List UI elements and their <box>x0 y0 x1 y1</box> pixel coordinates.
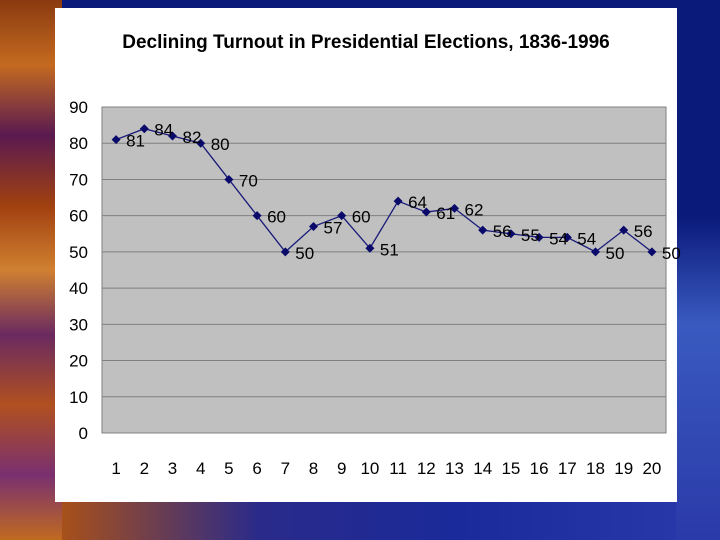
data-point-marker <box>562 232 572 242</box>
data-label: 62 <box>465 200 484 219</box>
data-label: 51 <box>380 240 399 259</box>
data-point-marker <box>365 243 375 253</box>
data-label: 84 <box>154 121 173 140</box>
data-point-marker <box>111 135 121 145</box>
x-tick-label: 3 <box>168 459 177 478</box>
data-point-marker <box>647 247 657 257</box>
data-point-marker <box>506 229 516 239</box>
data-label: 50 <box>606 244 625 263</box>
data-label: 55 <box>521 226 540 245</box>
data-point-marker <box>224 174 234 184</box>
y-tick-label: 20 <box>69 352 88 371</box>
gridlines <box>102 142 666 398</box>
data-label: 50 <box>662 244 681 263</box>
data-point-marker <box>421 207 431 217</box>
y-tick-label: 10 <box>69 388 88 407</box>
x-axis-ticks: 1 2 3 4 5 6 7 8 9 10 11 12 13 14 15 16 17 18 19 20 <box>111 459 661 478</box>
x-tick-label: 16 <box>530 459 549 478</box>
x-tick-label: 12 <box>417 459 436 478</box>
data-label: 64 <box>408 193 427 212</box>
data-label: 50 <box>295 244 314 263</box>
data-point-marker <box>591 247 600 257</box>
data-label: 70 <box>239 171 258 190</box>
y-tick-label: 30 <box>69 315 88 334</box>
data-markers <box>111 124 657 257</box>
data-point-marker <box>337 211 347 221</box>
y-tick-label: 40 <box>69 279 88 298</box>
data-label: 57 <box>324 219 343 238</box>
x-tick-label: 18 <box>586 459 605 478</box>
data-point-marker <box>534 232 544 242</box>
data-point-marker <box>139 124 149 134</box>
plot-area <box>101 106 667 434</box>
x-tick-label: 6 <box>252 459 261 478</box>
background-right-decoration <box>676 0 720 540</box>
data-point-marker <box>280 247 290 257</box>
chart-title: Declining Turnout in Presidential Electi… <box>122 32 609 53</box>
x-tick-label: 2 <box>140 459 149 478</box>
x-tick-label: 1 <box>111 459 120 478</box>
data-point-marker <box>168 131 177 141</box>
x-tick-label: 15 <box>501 459 520 478</box>
x-tick-label: 10 <box>360 459 379 478</box>
data-label: 80 <box>211 135 230 154</box>
x-tick-label: 17 <box>558 459 577 478</box>
data-point-marker <box>309 222 318 232</box>
background-left-decoration <box>0 0 62 540</box>
y-tick-label: 50 <box>69 243 88 262</box>
x-tick-label: 14 <box>473 459 492 478</box>
y-tick-label: 80 <box>69 134 88 153</box>
y-tick-label: 0 <box>79 424 88 443</box>
data-point-marker <box>196 138 206 148</box>
data-labels: 81 84 82 80 70 60 50 57 60 51 64 61 62 56 55 54 54 50 56 50 <box>126 121 681 263</box>
data-point-marker <box>619 225 629 235</box>
data-point-marker <box>252 211 262 221</box>
x-tick-label: 11 <box>389 459 407 478</box>
x-tick-label: 20 <box>642 459 661 478</box>
data-label: 56 <box>634 222 653 241</box>
x-tick-label: 13 <box>445 459 464 478</box>
data-label: 81 <box>126 132 145 151</box>
x-tick-label: 19 <box>614 459 633 478</box>
x-tick-label: 4 <box>196 459 205 478</box>
x-tick-label: 7 <box>281 459 290 478</box>
data-label: 56 <box>493 222 512 241</box>
y-tick-label: 70 <box>69 170 88 189</box>
data-label: 54 <box>549 229 568 248</box>
x-tick-label: 9 <box>337 459 346 478</box>
data-label: 82 <box>183 128 202 147</box>
data-label: 60 <box>352 208 371 227</box>
data-label: 61 <box>436 204 455 223</box>
data-label: 54 <box>577 229 596 248</box>
y-axis-ticks: 0 10 20 30 40 50 60 70 80 90 <box>69 98 88 443</box>
background-bottom-decoration <box>62 500 720 540</box>
x-tick-label: 8 <box>309 459 318 478</box>
data-point-marker <box>393 196 403 206</box>
x-tick-label: 5 <box>224 459 233 478</box>
data-point-marker <box>478 225 488 235</box>
y-tick-label: 90 <box>69 98 88 117</box>
data-label: 60 <box>267 208 286 227</box>
y-tick-label: 60 <box>69 207 88 226</box>
data-point-marker <box>450 203 459 213</box>
series-line <box>115 128 653 253</box>
